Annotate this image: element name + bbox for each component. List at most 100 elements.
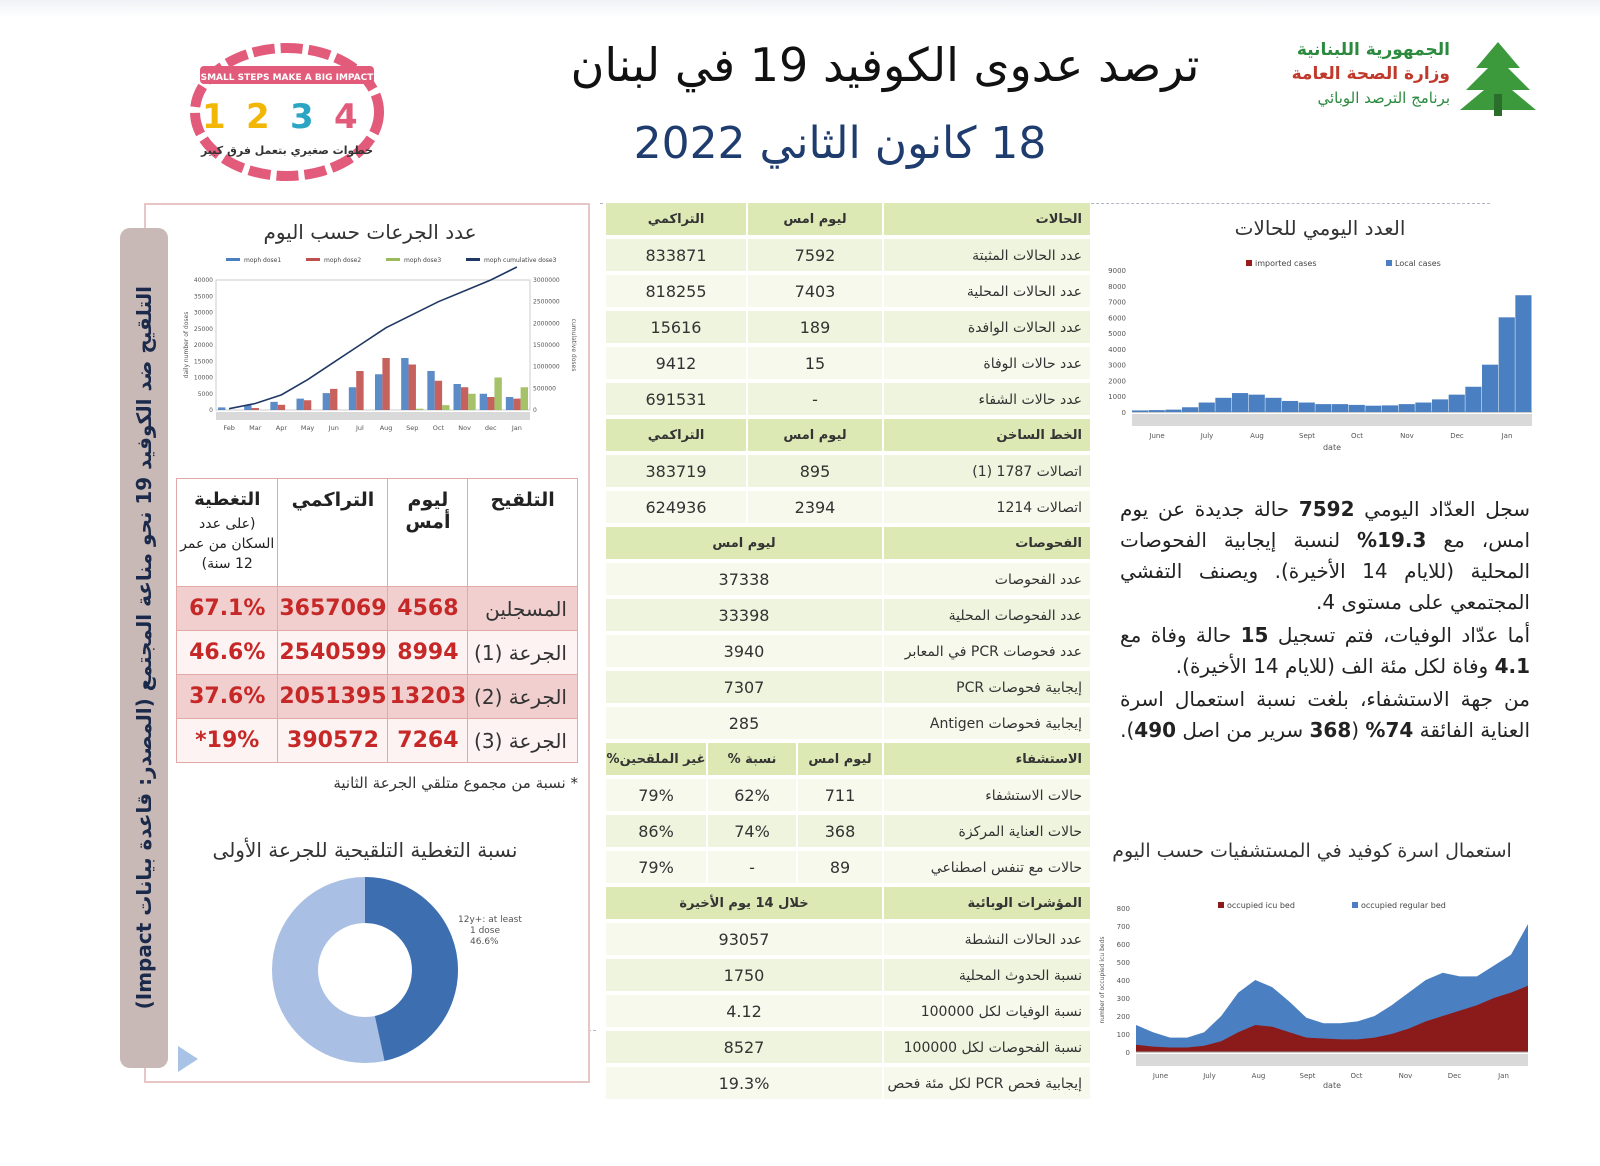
table-row: عدد الفحوصات المحلية 33398 — [604, 599, 1090, 633]
bar-moph-dose1 — [427, 371, 435, 410]
bar-moph-dose1 — [270, 401, 278, 410]
ministry-logo: الجمهورية اللبنانية وزارة الصحة العامة ب… — [1280, 38, 1570, 118]
donut-covered — [272, 877, 458, 1063]
cell-label: عدد الحالات المحلية — [882, 275, 1090, 309]
y2-tick-label: 1000000 — [533, 364, 560, 371]
cell-label: عدد الحالات المثبتة — [882, 239, 1090, 273]
bar-moph-dose2 — [330, 388, 338, 410]
cell-value: 86% — [604, 815, 706, 849]
x-tick-label: Jun — [328, 424, 339, 432]
bar-moph-dose2 — [408, 364, 416, 410]
col-yesterday: ليوم أمس — [387, 478, 469, 587]
legend-swatch — [306, 258, 320, 261]
y-tick-label: 9000 — [1108, 267, 1126, 275]
x-tick-label: Oct — [1351, 432, 1363, 440]
donut-label-line3: 46.6% — [470, 937, 499, 947]
cell-label: عدد حالات الشفاء — [882, 383, 1090, 417]
bar-local-cases — [1232, 393, 1249, 412]
y-tick-label: 400 — [1117, 977, 1130, 985]
donut-label-line2: 1 dose — [470, 926, 500, 936]
row-label: المسجلين — [467, 586, 578, 631]
cell-value: 833871 — [604, 239, 746, 273]
vaccination-table-header: التلقيح ليوم أمس التراكمي التغطية (على ع… — [175, 478, 578, 587]
table-row: نسبة الوفيات لكل 100000 4.12 — [604, 995, 1090, 1029]
cell-label: إيجابية فحص PCR لكل مئة فحص — [882, 1067, 1090, 1101]
bar-moph-dose3 — [442, 405, 450, 410]
x-date-strip — [1136, 1054, 1528, 1066]
cell-value: - — [746, 383, 882, 417]
cell-label: الفحوصات — [882, 527, 1090, 561]
bar-local-cases — [1498, 317, 1515, 412]
cell-value: 15616 — [604, 311, 746, 345]
bar-moph-dose1 — [453, 384, 461, 410]
bar-local-cases — [1248, 394, 1265, 412]
x-tick-label: Aug — [1252, 1072, 1266, 1080]
cell-label: إيجابية فحوصات PCR — [882, 671, 1090, 705]
beds-chart: occupied icu bed occupied regular bed 800 7… — [1099, 901, 1528, 1090]
y2-tick-label: 0 — [533, 407, 537, 414]
bar-moph-dose2 — [356, 371, 364, 410]
legend-label: moph dose2 — [324, 257, 361, 264]
beds-chart-title: استعمال اسرة كوفيد في المستشفيات حسب الي… — [1112, 840, 1512, 862]
x-tick-label: Aug — [1250, 432, 1264, 440]
row-yesterday: 4568 — [387, 586, 469, 631]
row-coverage: 67.1% — [175, 586, 279, 631]
cell-value: %غير الملقحين — [604, 743, 706, 777]
cell-value: 4.12 — [604, 995, 882, 1029]
x-tick-label: Mar — [249, 424, 262, 432]
bar-moph-dose1 — [401, 358, 409, 410]
bar-local-cases — [1382, 405, 1399, 412]
legend-imported: imported cases — [1255, 259, 1317, 268]
legend-icu: occupied icu bed — [1227, 901, 1295, 910]
bar-moph-dose1 — [479, 393, 488, 410]
table-row: نسبة الفحوصات لكل 100000 8527 — [604, 1031, 1090, 1065]
y-tick-label: 0 — [1122, 409, 1126, 417]
background-strip — [0, 0, 1600, 18]
bar-moph-dose1 — [218, 407, 226, 410]
y-tick-label: 25000 — [194, 326, 213, 333]
doses-chart-title: عدد الجرعات حسب اليوم — [263, 220, 477, 244]
summary-cases: سجل العدّاد اليومي 7592 حالة جديدة عن يو… — [1120, 497, 1531, 614]
bar-moph-dose2 — [303, 400, 312, 410]
bar-moph-dose3 — [520, 387, 528, 410]
bar-moph-dose3 — [468, 393, 476, 410]
bar-local-cases — [1198, 402, 1215, 412]
x-tick-label: Dec — [1450, 432, 1464, 440]
summary-hospital: من جهة الاستشفاء، بلغت نسبة استعمال اسرة… — [1120, 687, 1530, 742]
cell-value: التراكمي — [604, 203, 746, 237]
row-coverage: 19%* — [175, 718, 279, 763]
cell-label: الحالات — [882, 203, 1090, 237]
x-tick-label: Feb — [223, 424, 235, 432]
ministry-line2: وزارة الصحة العامة — [1291, 64, 1450, 84]
cell-value: 93057 — [604, 923, 882, 957]
table-row: اتصالات 1214 2394 624936 — [604, 491, 1090, 525]
cedar-icon — [1460, 42, 1536, 116]
y-tick-label: 30000 — [194, 310, 213, 317]
bar-local-cases — [1265, 397, 1282, 412]
cell-value: 368 — [796, 815, 882, 849]
ministry-line3: برنامج الترصد الوبائي — [1317, 89, 1450, 107]
play-icon[interactable] — [178, 1046, 198, 1072]
cell-value: 189 — [746, 311, 882, 345]
report-date: 18 كانون الثاني 2022 — [633, 118, 1047, 169]
row-cumulative: 390572 — [277, 718, 389, 763]
step-4: 4 — [334, 97, 358, 137]
cell-value: 7307 — [604, 671, 882, 705]
y-tick-label: 15000 — [194, 358, 213, 365]
y-axis-label: daily number of doses — [183, 312, 190, 379]
row-coverage: 46.6% — [175, 630, 279, 675]
cell-value: 9412 — [604, 347, 746, 381]
bar-local-cases — [1215, 397, 1232, 412]
legend-swatch — [466, 258, 480, 261]
y-tick-label: 20000 — [194, 342, 213, 349]
y2-tick-label: 500000 — [533, 385, 556, 392]
bar-moph-dose3 — [415, 408, 424, 410]
bar-moph-dose1 — [348, 387, 357, 410]
vaccination-note: * نسبة من مجموع متلقي الجرعة الثانية — [333, 774, 578, 792]
x-tick-label: July — [1202, 1072, 1216, 1080]
table-row: اتصالات 1787 (1) 895 383719 — [604, 455, 1090, 489]
row-coverage: 37.6% — [175, 674, 279, 719]
x-date-strip — [216, 412, 530, 420]
x-date-strip — [1132, 414, 1532, 426]
table-row: عدد الفحوصات 37338 — [604, 563, 1090, 597]
